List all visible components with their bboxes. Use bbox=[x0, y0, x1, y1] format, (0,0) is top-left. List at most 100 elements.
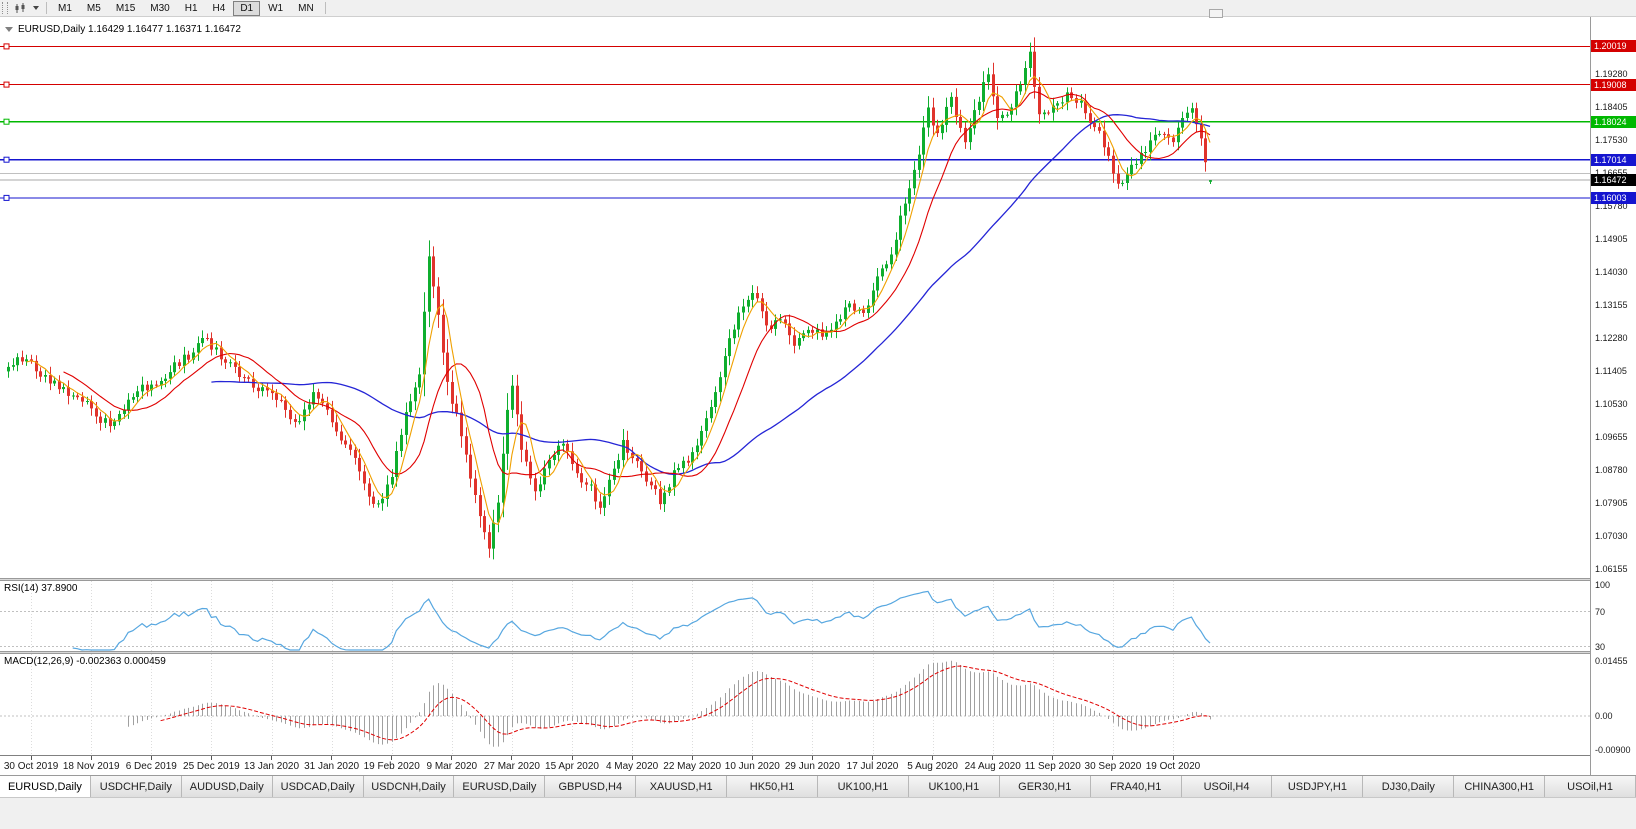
time-label: 11 Sep 2020 bbox=[1024, 761, 1081, 772]
price-tick-label: 1.15780 bbox=[1595, 201, 1628, 212]
timeframe-m30-button[interactable]: M30 bbox=[143, 1, 176, 16]
price-tick-label: 1.08780 bbox=[1595, 465, 1628, 476]
chart-tab-usdcnh-daily[interactable]: USDCNH,Daily bbox=[363, 776, 455, 797]
price-tick-label: 1.07905 bbox=[1595, 498, 1628, 509]
rsi-axis-label: 70 bbox=[1595, 606, 1606, 617]
status-bar bbox=[0, 797, 1636, 829]
time-label: 30 Oct 2019 bbox=[3, 761, 59, 772]
panel-separator[interactable] bbox=[0, 578, 1590, 581]
timeframe-d1-button[interactable]: D1 bbox=[233, 0, 261, 16]
level-handle[interactable] bbox=[3, 156, 10, 163]
horizontal-level-line[interactable] bbox=[0, 194, 1590, 201]
time-label: 6 Dec 2019 bbox=[125, 761, 177, 772]
chart-type-button[interactable] bbox=[11, 1, 30, 16]
price-tick-label: 1.14905 bbox=[1595, 234, 1628, 245]
chart-tab-eurusd-daily[interactable]: EURUSD,Daily bbox=[454, 776, 546, 797]
time-label: 15 Apr 2020 bbox=[545, 761, 599, 772]
chart-tab-usdchf-daily[interactable]: USDCHF,Daily bbox=[90, 776, 182, 797]
chart-tab-fra40-h1[interactable]: FRA40,H1 bbox=[1090, 776, 1182, 797]
time-label: 5 Aug 2020 bbox=[907, 761, 958, 772]
time-axis[interactable]: 30 Oct 2019 18 Nov 2019 6 Dec 2019 25 Dec 2… bbox=[0, 755, 1590, 775]
time-tick bbox=[872, 756, 873, 760]
candlesticks bbox=[7, 37, 1212, 560]
time-label: 4 May 2020 bbox=[605, 761, 659, 772]
rsi-panel[interactable]: RSI(14) 37.8900 bbox=[0, 581, 1590, 651]
level-price-badge: 1.19008 bbox=[1591, 78, 1636, 91]
chart-tab-audusd-daily[interactable]: AUDUSD,Daily bbox=[181, 776, 273, 797]
price-tick-label: 1.06155 bbox=[1595, 564, 1628, 575]
time-tick bbox=[1052, 756, 1054, 760]
time-tick bbox=[331, 756, 333, 760]
chart-tab-ger30-h1[interactable]: GER30,H1 bbox=[999, 776, 1091, 797]
chart-tab-dj30-daily[interactable]: DJ30,Daily bbox=[1363, 776, 1455, 797]
level-handle[interactable] bbox=[3, 81, 10, 88]
timeframe-m15-button[interactable]: M15 bbox=[109, 1, 142, 16]
chart-tab-xauusd-h1[interactable]: XAUUSD,H1 bbox=[636, 776, 728, 797]
timeframe-h4-button[interactable]: H4 bbox=[206, 1, 233, 16]
time-tick bbox=[631, 756, 633, 760]
time-tick bbox=[751, 756, 753, 760]
ma-slow-line bbox=[211, 114, 1211, 475]
time-tick bbox=[30, 756, 32, 760]
candlestick-chart-icon bbox=[15, 2, 25, 13]
macd-panel[interactable]: MACD(12,26,9) -0.002363 0.000459 bbox=[0, 654, 1590, 755]
timeframe-mn-button[interactable]: MN bbox=[291, 1, 321, 16]
horizontal-level-line[interactable] bbox=[0, 118, 1590, 125]
timeframe-h1-button[interactable]: H1 bbox=[178, 1, 205, 16]
rsi-line bbox=[72, 590, 1211, 651]
price-chart[interactable]: EURUSD,Daily 1.16429 1.16477 1.16371 1.1… bbox=[0, 17, 1590, 578]
chart-tab-uk100-h1[interactable]: UK100,H1 bbox=[908, 776, 1000, 797]
macd-signal-line bbox=[160, 665, 1211, 741]
time-label: 19 Feb 2020 bbox=[363, 761, 420, 772]
chart-tab-bar: EURUSD,Daily USDCHF,Daily AUDUSD,Daily USDC… bbox=[0, 775, 1636, 797]
time-label: 13 Jan 2020 bbox=[243, 761, 300, 772]
toolbar-float-button[interactable] bbox=[1209, 9, 1223, 18]
rsi-chart bbox=[0, 581, 1590, 651]
rsi-axis-label: 30 bbox=[1595, 641, 1606, 652]
chart-tab-usoil-h1[interactable]: USOil,H1 bbox=[1545, 776, 1636, 797]
macd-chart bbox=[0, 654, 1590, 755]
chart-tab-usdjpy-h1[interactable]: USDJPY,H1 bbox=[1272, 776, 1364, 797]
timeframe-m5-button[interactable]: M5 bbox=[80, 1, 108, 16]
price-scale[interactable]: 1.19280 1.18405 1.17530 1.16655 1.15780 1.149… bbox=[1590, 17, 1636, 775]
level-handle[interactable] bbox=[3, 43, 10, 50]
chart-tab-china300-h1[interactable]: CHINA300,H1 bbox=[1454, 776, 1546, 797]
chart-tab-usoil-h4[interactable]: USOil,H4 bbox=[1181, 776, 1273, 797]
timeframe-m1-button[interactable]: M1 bbox=[51, 1, 79, 16]
time-tick bbox=[210, 756, 212, 760]
chart-tab-eurusd-daily[interactable]: EURUSD,Daily bbox=[0, 776, 91, 797]
horizontal-level-line[interactable] bbox=[0, 81, 1590, 88]
price-tick-label: 1.07030 bbox=[1595, 531, 1628, 542]
time-label: 17 Jul 2020 bbox=[846, 761, 899, 772]
price-tick-label: 1.18405 bbox=[1595, 102, 1628, 113]
price-tick-label: 1.09655 bbox=[1595, 432, 1628, 443]
toolbar-grip[interactable] bbox=[2, 2, 8, 14]
time-label: 31 Jan 2020 bbox=[304, 761, 360, 772]
time-tick bbox=[691, 756, 693, 760]
time-tick bbox=[391, 756, 393, 760]
price-tick-label: 1.19280 bbox=[1595, 69, 1628, 80]
time-label: 10 Jun 2020 bbox=[724, 761, 780, 772]
level-handle[interactable] bbox=[3, 118, 10, 125]
timeframe-w1-button[interactable]: W1 bbox=[261, 1, 290, 16]
chart-tab-gbpusd-h4[interactable]: GBPUSD,H4 bbox=[545, 776, 637, 797]
chart-window: EURUSD,Daily 1.16429 1.16477 1.16371 1.1… bbox=[0, 17, 1590, 775]
price-tick-label: 1.14030 bbox=[1595, 267, 1628, 278]
chart-tab-uk100-h1[interactable]: UK100,H1 bbox=[818, 776, 909, 797]
horizontal-level-line[interactable] bbox=[0, 156, 1590, 163]
horizontal-level-line[interactable] bbox=[0, 43, 1590, 50]
chart-tab-hk50-h1[interactable]: HK50,H1 bbox=[727, 776, 819, 797]
chart-type-dropdown[interactable] bbox=[30, 1, 42, 16]
chart-tab-usdcad-daily[interactable]: USDCAD,Daily bbox=[272, 776, 364, 797]
toolbar-separator bbox=[324, 2, 326, 14]
panel-separator[interactable] bbox=[0, 651, 1590, 654]
time-label: 18 Nov 2019 bbox=[62, 761, 120, 772]
macd-axis-label: 0.01455 bbox=[1595, 656, 1628, 666]
time-tick bbox=[90, 756, 92, 760]
timeframes-toolbar: M1 M5 M15 M30 H1 H4 D1 W1 MN bbox=[0, 0, 1636, 17]
time-tick bbox=[271, 756, 272, 760]
one-click-trading-icon[interactable] bbox=[5, 27, 13, 32]
time-label: 19 Oct 2020 bbox=[1145, 761, 1201, 772]
level-handle[interactable] bbox=[3, 194, 10, 201]
chart-ohlc-text: EURUSD,Daily 1.16429 1.16477 1.16371 1.1… bbox=[18, 24, 241, 35]
